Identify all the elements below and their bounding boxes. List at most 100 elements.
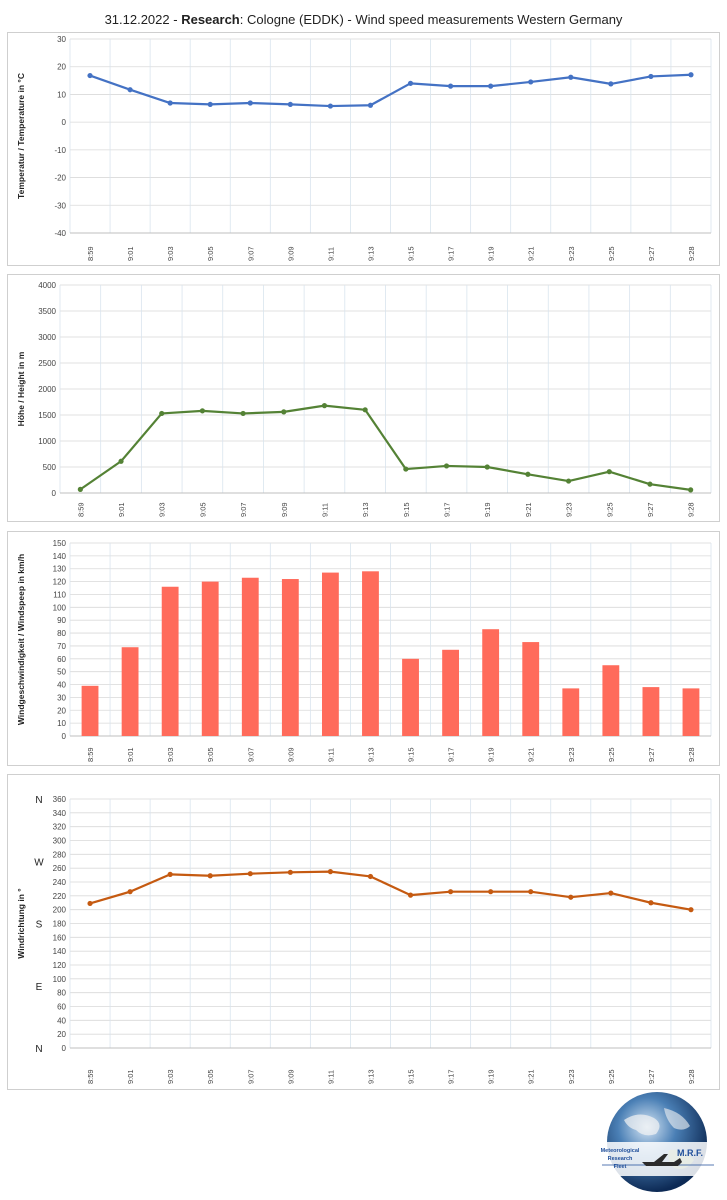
data-point [287,101,293,108]
x-tick-label: 9:15 [407,1069,416,1084]
bar [161,586,179,736]
height-chart-panel: 0 500 1000 1500 2000 2500 3000 3500 4000 8:59 9:01… [7,274,720,522]
wind-direction-chart: 0 20 40 60 80 100 120 140 160 180 200 220 240 260 280 3… [16,795,712,1084]
data-point [247,100,253,106]
y-tick-label: -30 [54,201,66,210]
y-tick-label: 500 [43,463,57,472]
x-tick-label: 9:27 [647,747,656,762]
data-point [688,487,694,493]
bar [402,658,419,736]
y-axis-title: Windgeschwindigkeit / Windspeep in km/h [16,554,26,725]
x-tick-label: 9:13 [366,1069,375,1084]
x-tick-label: 9:03 [166,246,175,261]
x-tick-label: 9:28 [687,246,696,261]
x-tick-label: 9:21 [527,747,536,762]
data-point [488,889,494,895]
compass-label: E [36,982,43,993]
bar [642,687,660,736]
y-tick-label: 150 [53,539,67,548]
windspeed-chart-panel: 0 10 20 30 40 50 60 70 80 90 100 110 120 130 140 150 8:5… [7,531,720,766]
compass-label: N [35,795,42,806]
windspeed-chart: 0 10 20 30 40 50 60 70 80 90 100 110 120 130 140 150 8:5… [16,539,712,762]
y-tick-label: 80 [57,989,66,998]
data-point [87,900,93,907]
bar [121,647,139,736]
x-tick-label: 9:17 [447,747,456,762]
y-axis-title: Temperatur / Temperature in °C [16,73,26,199]
y-tick-label: 3000 [38,333,56,342]
logo-abbr: M.R.F. [677,1148,703,1158]
y-axis-title: Höhe / Height in m [16,351,26,426]
y-tick-label: 300 [53,837,67,846]
x-tick-label: 9:21 [527,1069,536,1084]
x-tick-label: 9:05 [198,502,207,517]
y-tick-label: 1500 [38,411,56,420]
x-tick-label: 9:28 [687,502,696,517]
x-tick-label: 8:59 [86,1069,95,1084]
y-tick-label: 120 [53,961,67,970]
x-tick-label: 9:11 [326,247,335,261]
y-tick-label: 60 [57,1003,66,1012]
data-point [568,74,574,80]
data-point [367,102,374,108]
data-point [362,407,368,413]
data-point [443,463,450,469]
x-tick-label: 9:09 [286,246,295,261]
data-point [688,907,694,913]
x-tick-label: 9:09 [286,747,295,762]
y-tick-label: 2500 [38,359,56,368]
bar [281,579,299,736]
x-tick-label: 9:07 [246,246,255,261]
x-tick-label: 9:03 [158,502,167,517]
globe-logo-icon: Meteorological Research Fleet M.R.F. [598,1092,716,1192]
data-point [127,889,133,895]
data-point [488,83,494,89]
data-point [321,403,328,409]
series-line [89,73,692,108]
x-tick-label: 9:27 [647,1069,656,1084]
bar [81,685,99,736]
x-tick-label: 9:21 [527,246,536,261]
data-point [688,72,694,78]
x-tick-label: 9:27 [646,502,655,517]
wind-direction-chart-panel: 0 20 40 60 80 100 120 140 160 180 200 220 240 260 280 3… [7,774,720,1090]
series-line [89,870,692,911]
y-tick-label: 1000 [38,437,56,446]
data-point [407,892,414,898]
x-tick-label: 9:19 [483,502,492,517]
x-tick-label: 9:23 [567,246,576,261]
data-point [447,83,454,89]
y-tick-label: 50 [57,668,66,677]
data-point [207,101,213,108]
y-tick-label: 40 [57,681,66,690]
x-tick-label: 9:25 [605,502,614,517]
x-tick-label: 9:23 [567,747,576,762]
title-research-label: Research [181,12,240,27]
y-tick-label: 60 [57,655,66,664]
logo-line1: Meteorological [601,1148,640,1154]
x-tick-label: 9:07 [239,502,248,517]
y-tick-label: 360 [53,795,67,804]
x-tick-label: 9:25 [607,1069,616,1084]
x-tick-label: 9:15 [402,502,411,517]
bar [602,665,620,736]
y-tick-label: 0 [62,1044,67,1053]
x-tick-label: 9:17 [443,502,452,517]
x-tick-label: 9:05 [206,747,215,762]
x-tick-label: 9:15 [407,747,416,762]
data-point [528,79,534,85]
y-tick-label: 280 [53,850,67,859]
y-tick-label: 220 [53,892,67,901]
x-tick-label: 8:59 [76,502,85,517]
y-tick-label: 10 [57,719,66,728]
x-tick-label: 9:01 [126,1069,135,1084]
data-point [525,471,531,477]
temperature-chart-panel: -40 -30 -20 -10 0 10 20 30 8:59 9:01 9:03 9:05 9:07 9… [7,32,720,266]
x-tick-label: 9:11 [320,503,329,517]
y-tick-label: 180 [53,920,67,929]
x-tick-label: 9:05 [206,246,215,261]
y-tick-label: 200 [53,906,67,915]
data-point [159,410,165,417]
data-point [77,486,83,492]
x-tick-label: 9:15 [407,246,416,261]
